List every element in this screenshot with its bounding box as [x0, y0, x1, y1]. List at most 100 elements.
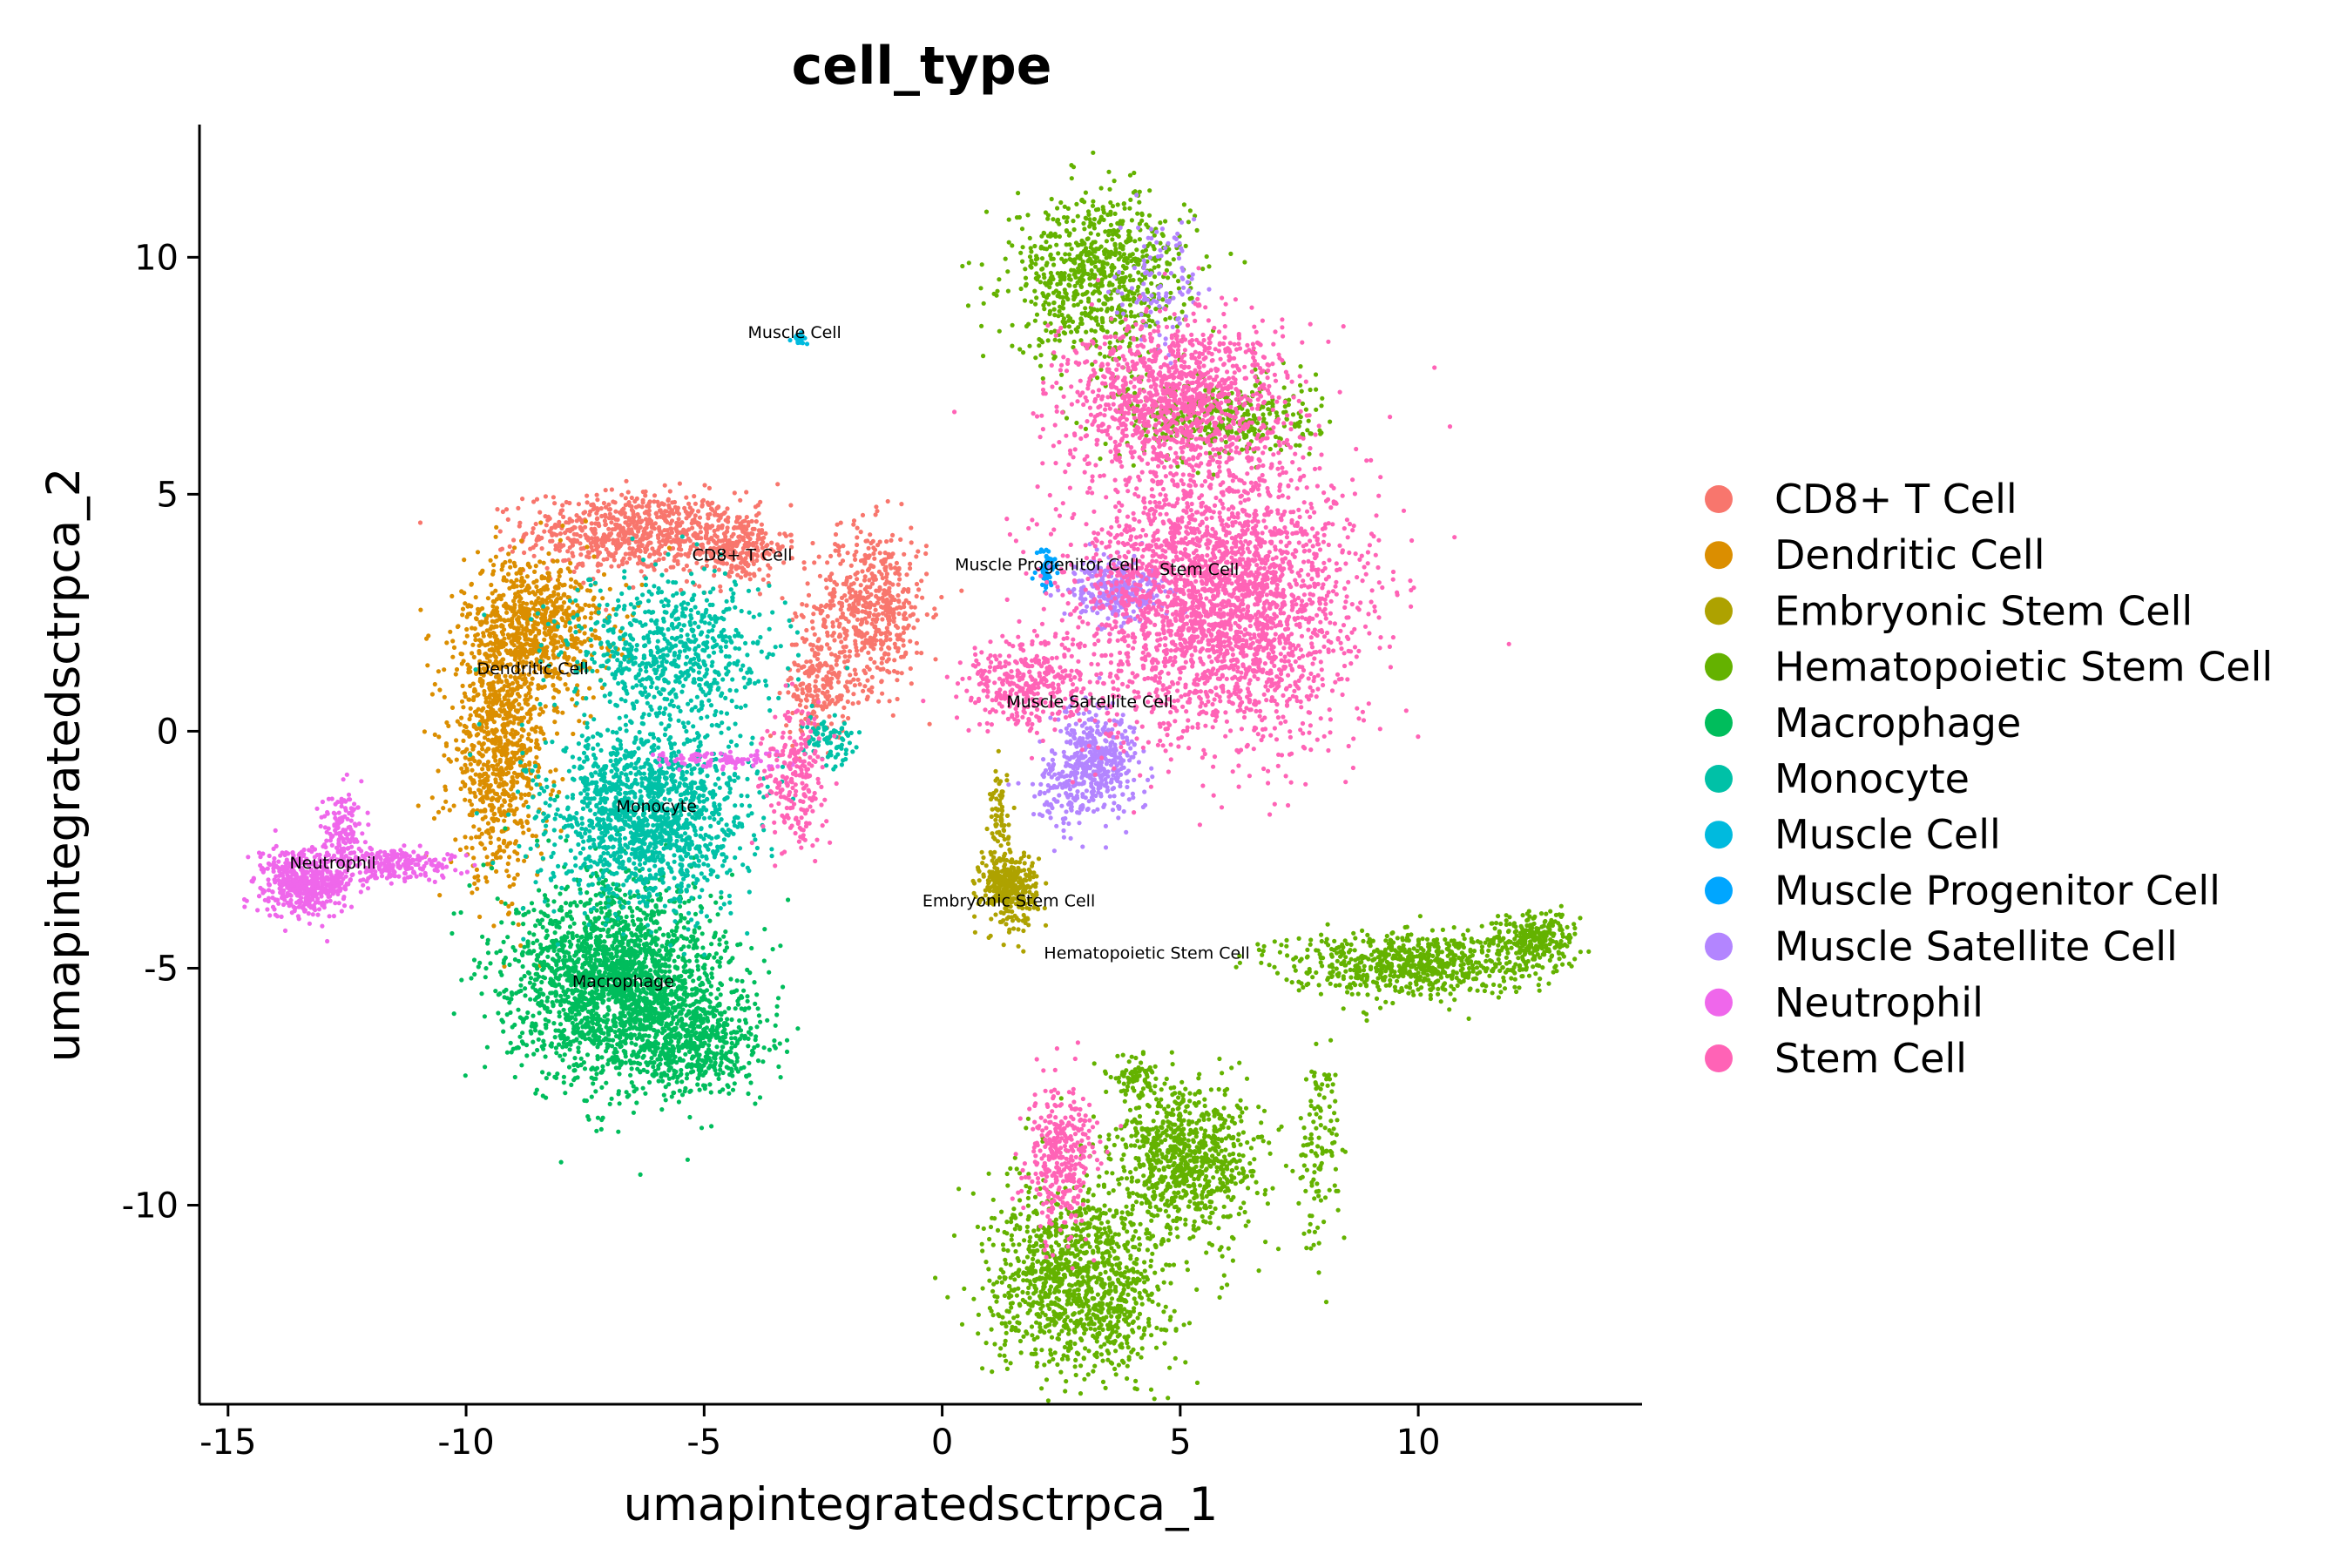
data-point [815, 663, 821, 668]
data-point [1028, 246, 1033, 251]
data-point [1087, 224, 1092, 229]
data-point [763, 551, 768, 556]
data-point [571, 731, 576, 737]
data-point [898, 537, 903, 543]
data-point [524, 601, 530, 606]
data-point [865, 678, 870, 683]
data-point [719, 560, 724, 565]
data-point [450, 639, 456, 644]
data-point [601, 571, 607, 578]
data-point [473, 595, 478, 600]
data-point [499, 567, 504, 572]
data-point [1039, 233, 1044, 239]
data-point [489, 624, 495, 629]
data-point [1290, 412, 1296, 417]
data-point [522, 652, 527, 658]
data-point [1062, 260, 1067, 265]
data-point [1147, 241, 1152, 247]
data-point [1054, 242, 1059, 247]
data-point [442, 753, 447, 758]
data-point [558, 508, 564, 513]
data-point [1084, 329, 1089, 335]
data-point [483, 875, 489, 881]
data-point [479, 570, 484, 575]
data-point [484, 855, 490, 860]
data-point [504, 747, 510, 752]
data-point [521, 775, 527, 781]
data-point [1122, 206, 1127, 211]
data-point [595, 563, 600, 568]
data-point [1029, 258, 1034, 263]
data-point [537, 559, 543, 564]
data-point [650, 546, 655, 551]
data-point [1078, 317, 1084, 322]
data-point [494, 816, 499, 822]
data-point [578, 533, 583, 539]
data-point [703, 534, 709, 539]
data-point [825, 689, 830, 694]
data-point [666, 545, 672, 551]
data-point [875, 613, 880, 618]
data-point [594, 517, 600, 522]
data-point [816, 554, 821, 559]
data-point [880, 617, 885, 622]
data-point [480, 679, 485, 684]
data-point [516, 922, 521, 927]
data-point [841, 581, 846, 586]
data-point [679, 520, 685, 525]
data-point [700, 503, 705, 508]
data-point [879, 660, 884, 666]
data-point [919, 651, 924, 656]
data-point [1260, 404, 1266, 409]
data-point [525, 747, 531, 753]
data-point [512, 819, 517, 824]
data-point [856, 632, 862, 639]
data-point [759, 536, 764, 542]
data-point [914, 650, 920, 655]
data-point [1303, 407, 1308, 412]
data-point [1095, 322, 1101, 328]
data-point [853, 672, 858, 677]
data-point [919, 578, 924, 584]
data-point [1146, 314, 1151, 319]
data-point [537, 712, 543, 717]
data-point [499, 803, 504, 808]
data-point [879, 641, 884, 646]
data-point [460, 770, 465, 775]
data-point [499, 702, 504, 707]
data-point [580, 561, 585, 566]
data-point [733, 566, 739, 571]
data-point [765, 543, 770, 548]
data-point [652, 526, 658, 531]
data-point [1158, 220, 1163, 226]
data-point [734, 542, 740, 547]
data-point [499, 753, 504, 758]
data-point [601, 557, 606, 562]
data-point [560, 618, 565, 623]
data-point [851, 677, 856, 682]
data-point [1101, 260, 1106, 266]
data-point [552, 720, 558, 725]
data-point [469, 582, 474, 587]
data-point [724, 561, 730, 566]
data-point [599, 513, 605, 519]
data-point [1307, 451, 1312, 456]
data-point [519, 719, 524, 724]
data-point [517, 569, 522, 574]
data-point [571, 537, 577, 543]
data-point [1297, 443, 1302, 448]
data-point [1071, 339, 1077, 344]
data-point [490, 826, 496, 831]
data-point [869, 689, 875, 695]
data-point [621, 537, 626, 542]
data-point [863, 600, 868, 605]
data-point [483, 808, 488, 814]
data-point [681, 567, 686, 572]
data-point [497, 809, 503, 814]
data-point [554, 585, 559, 591]
data-point [1037, 336, 1042, 342]
data-point [894, 560, 899, 566]
data-point [555, 709, 560, 714]
data-point [470, 777, 475, 783]
data-point [585, 544, 590, 550]
